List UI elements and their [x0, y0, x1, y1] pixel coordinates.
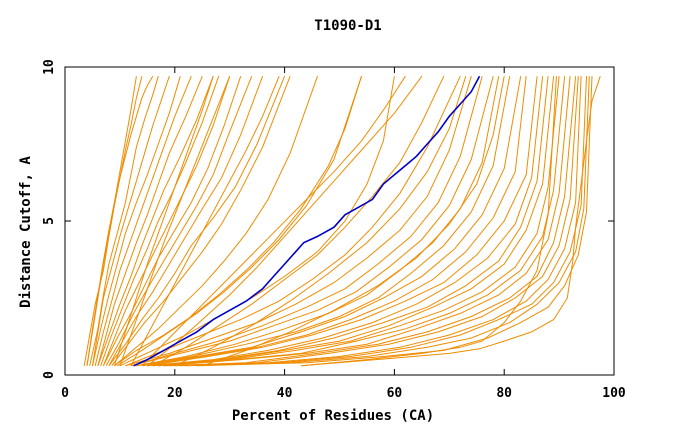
series-line-51 [301, 76, 601, 367]
y-tick-label: 10 [42, 59, 57, 75]
series-line-12 [102, 76, 242, 367]
series-line-19 [114, 76, 362, 367]
series-line-24 [130, 76, 494, 367]
series-line-31 [152, 76, 549, 367]
series-line-1 [86, 75, 154, 366]
ticks-layer: 0 20 40 60 80 100 0 5 10 [42, 59, 626, 401]
series-line-28 [141, 76, 527, 367]
series-line-45 [119, 76, 231, 366]
x-axis-title: Percent of Residues (CA) [232, 408, 434, 424]
series-line-46 [113, 76, 214, 366]
series-line-21 [125, 75, 461, 367]
series-line-43 [141, 75, 406, 367]
x-tick-label: 60 [387, 386, 403, 401]
series-line-17 [114, 76, 318, 367]
series-line-36 [163, 76, 577, 367]
series-line-33 [158, 76, 560, 367]
series-line-27 [141, 76, 522, 367]
series-line-23 [130, 76, 483, 367]
series-line-14 [108, 76, 264, 367]
series-line-10 [100, 76, 220, 366]
series-line-32 [152, 76, 555, 367]
series-line-40 [185, 76, 590, 367]
series-line-35 [163, 76, 571, 367]
series-line-11 [102, 76, 231, 366]
x-tick-label: 100 [602, 386, 626, 401]
series-line-34 [158, 76, 566, 367]
series-line-16 [111, 76, 291, 367]
series-line-3 [86, 76, 137, 366]
series-line-22 [125, 76, 472, 367]
series-line-25 [136, 76, 500, 367]
series-line-41 [196, 76, 593, 367]
series-line-37 [169, 76, 579, 367]
series-line-39 [180, 76, 587, 367]
series-layer [83, 75, 601, 367]
series-line-38 [174, 76, 582, 367]
series-line-5 [92, 76, 170, 366]
y-axis-title: Distance Cutoff, A [18, 156, 34, 308]
series-line-26 [136, 76, 511, 367]
series-line-9 [97, 76, 214, 366]
series-line-6 [92, 76, 181, 366]
series-line-8 [97, 76, 203, 366]
x-tick-label: 40 [277, 386, 293, 401]
series-line-47 [130, 76, 280, 367]
series-line-29 [147, 76, 538, 367]
series-line-44 [152, 75, 445, 367]
y-tick-label: 0 [42, 371, 57, 379]
chart-title: T1090-D1 [314, 18, 381, 34]
series-line-50 [301, 76, 557, 367]
x-tick-label: 20 [167, 386, 183, 401]
series-line-48 [174, 76, 467, 367]
series-line-2 [83, 76, 143, 366]
series-line-49 [202, 76, 505, 367]
x-tick-label: 0 [61, 386, 69, 401]
y-tick-label: 5 [42, 217, 57, 225]
series-line-7 [94, 76, 192, 366]
x-tick-label: 80 [496, 386, 512, 401]
highlight-series-line [133, 75, 481, 367]
series-line-20 [119, 76, 395, 367]
series-line-18 [116, 76, 362, 367]
series-line-15 [108, 76, 286, 367]
series-line-30 [147, 76, 544, 367]
series-line-42 [146, 75, 423, 367]
